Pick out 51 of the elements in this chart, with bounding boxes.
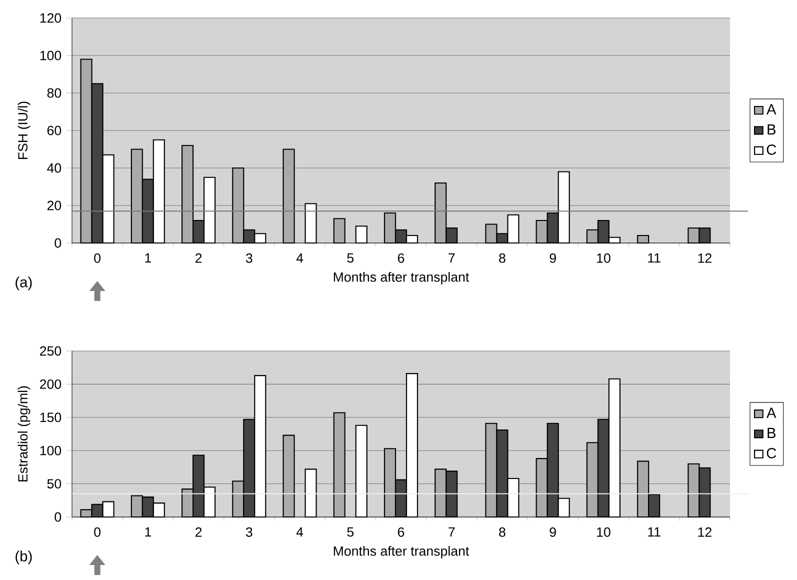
y-axis-title: Estradiol (pg/ml) bbox=[18, 386, 30, 482]
x-tick-label: 8 bbox=[499, 253, 506, 263]
y-tick-label: 0 bbox=[54, 512, 62, 522]
x-tick-label: 9 bbox=[550, 527, 556, 537]
y-tick-label: 20 bbox=[47, 200, 62, 210]
x-tick-label: 2 bbox=[196, 253, 202, 263]
y-tick-label: 60 bbox=[47, 126, 62, 136]
text: (b) bbox=[16, 550, 32, 564]
x-tick-label: 0 bbox=[94, 527, 101, 537]
x-tick-label: 0 bbox=[94, 253, 101, 263]
y-tick-label: 250 bbox=[40, 346, 62, 356]
x-tick-label: 7 bbox=[448, 527, 455, 537]
y-axis-title: FSH (IU/l) bbox=[18, 102, 30, 160]
x-tick-label: 4 bbox=[296, 527, 304, 537]
x-tick-label: 10 bbox=[597, 253, 610, 263]
y-tick-label: 40 bbox=[47, 163, 62, 173]
x-tick-label: 4 bbox=[296, 253, 304, 263]
x-tick-label: 6 bbox=[398, 527, 404, 537]
x-axis-title: Months after transplant bbox=[334, 272, 470, 284]
x-tick-label: 3 bbox=[246, 253, 252, 263]
text: (a) bbox=[16, 276, 32, 290]
x-tick-label: 1 bbox=[145, 527, 151, 537]
y-tick-label: 0 bbox=[54, 238, 62, 248]
x-tick-label: 12 bbox=[698, 253, 712, 263]
x-tick-label: 9 bbox=[550, 253, 556, 263]
x-tick-label: 7 bbox=[448, 253, 455, 263]
x-axis-title: Months after transplant bbox=[334, 546, 470, 558]
y-tick-label: 50 bbox=[47, 479, 62, 488]
y-tick-label: 200 bbox=[40, 379, 62, 389]
y-tick-label: 100 bbox=[40, 446, 62, 456]
x-tick-label: 11 bbox=[648, 253, 660, 263]
x-tick-label: 8 bbox=[499, 527, 506, 537]
x-tick-label: 5 bbox=[347, 527, 354, 537]
legend-label: B bbox=[768, 124, 776, 134]
legend-label: B bbox=[768, 428, 776, 438]
x-tick-label: 6 bbox=[398, 253, 404, 263]
legend-label: A bbox=[766, 104, 776, 114]
x-tick-label: 1 bbox=[145, 253, 151, 263]
x-tick-label: 10 bbox=[597, 527, 610, 537]
y-tick-label: 100 bbox=[40, 50, 62, 60]
y-tick-label: 120 bbox=[40, 13, 62, 23]
y-tick-label: 150 bbox=[40, 412, 62, 422]
x-tick-label: 5 bbox=[347, 253, 354, 263]
legend-label: A bbox=[766, 408, 776, 418]
x-tick-label: 3 bbox=[246, 527, 252, 537]
x-tick-label: 2 bbox=[196, 527, 202, 537]
y-tick-label: 80 bbox=[47, 88, 62, 98]
legend-label: C bbox=[766, 144, 776, 155]
x-tick-label: 12 bbox=[698, 527, 712, 537]
legend-label: C bbox=[766, 448, 776, 458]
x-tick-label: 11 bbox=[648, 527, 660, 537]
